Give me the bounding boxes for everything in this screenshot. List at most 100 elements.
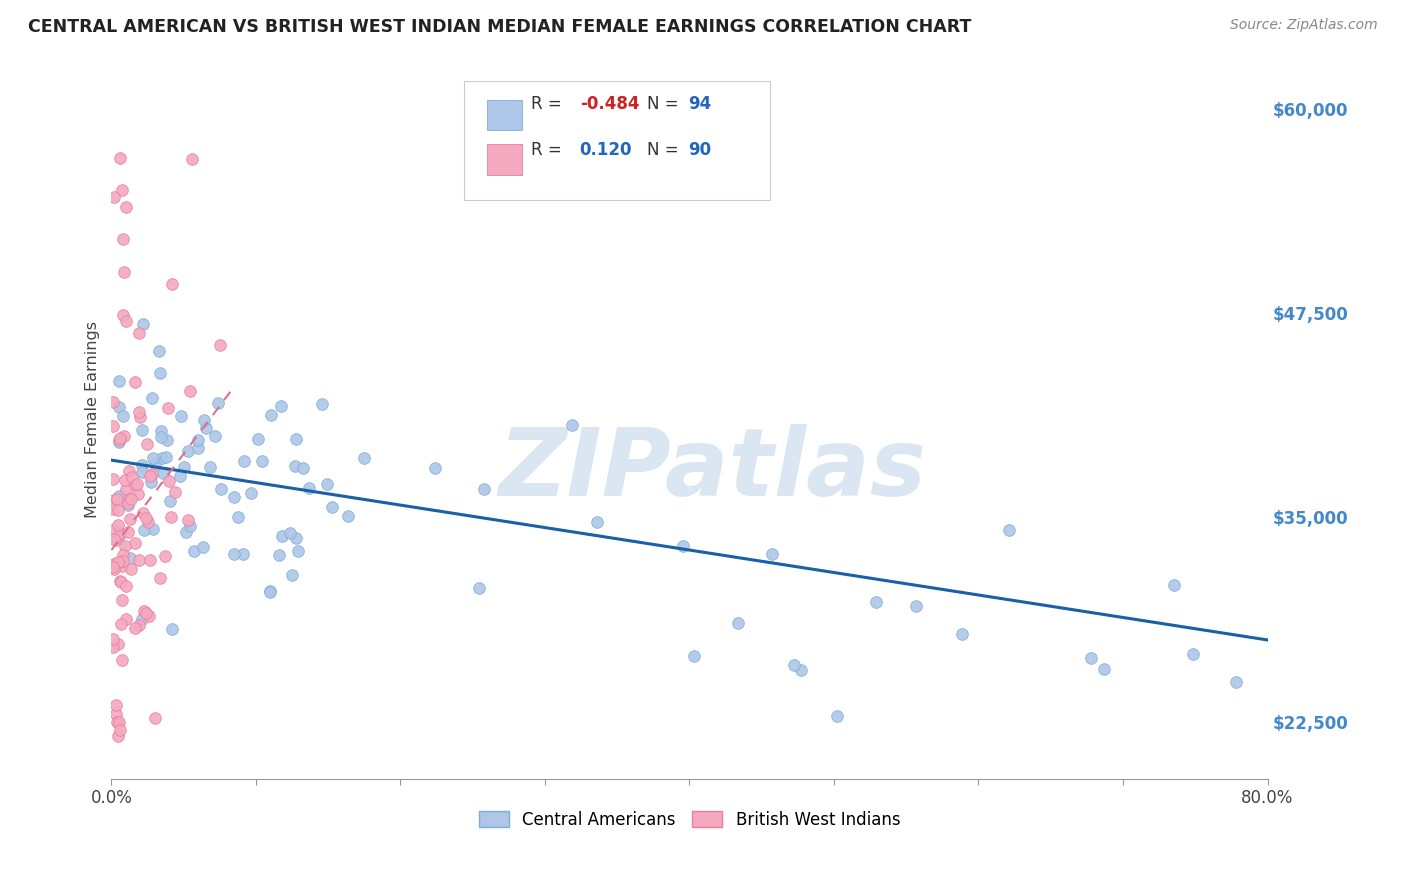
Point (727, 616, 749, 631)
Point (114, 579, 136, 593)
Point (101, 523, 124, 537)
Point (120, 512, 142, 526)
Point (142, 451, 165, 466)
Point (1092, 662, 1115, 676)
Point (112, 549, 135, 563)
Point (207, 396, 229, 410)
Point (683, 648, 706, 663)
Point (107, 518, 129, 533)
Point (104, 698, 127, 713)
Point (128, 618, 150, 632)
Point (997, 523, 1019, 537)
Point (111, 232, 134, 246)
Point (107, 401, 129, 415)
Bar (486, 145, 522, 175)
Point (112, 554, 135, 568)
Point (561, 417, 583, 432)
Point (139, 469, 162, 483)
Point (761, 547, 783, 561)
Point (250, 454, 273, 468)
Point (672, 540, 695, 554)
Point (150, 451, 173, 466)
Point (142, 522, 165, 536)
Point (187, 434, 209, 448)
Point (169, 469, 191, 483)
Point (337, 509, 360, 524)
Point (136, 516, 159, 530)
Point (200, 460, 222, 475)
Point (149, 571, 172, 585)
Text: R =: R = (531, 95, 567, 113)
Point (110, 616, 132, 631)
Point (143, 457, 166, 471)
Point (107, 529, 129, 543)
Point (124, 536, 146, 550)
Text: 90: 90 (689, 141, 711, 160)
Point (111, 593, 134, 607)
Point (191, 541, 214, 555)
Point (108, 525, 131, 540)
Point (260, 408, 283, 422)
Bar (486, 100, 522, 130)
Point (177, 444, 200, 458)
Point (103, 532, 125, 546)
Point (353, 450, 375, 465)
Point (222, 547, 245, 561)
Point (121, 469, 143, 483)
Point (586, 515, 609, 529)
Text: N =: N = (647, 95, 683, 113)
Point (107, 555, 129, 569)
Text: 0.120: 0.120 (579, 141, 633, 160)
Point (783, 658, 806, 673)
Point (281, 568, 304, 582)
Text: N =: N = (647, 141, 683, 160)
Point (155, 450, 177, 465)
Point (179, 384, 201, 399)
Point (101, 640, 124, 654)
Point (131, 465, 153, 479)
Point (110, 575, 132, 590)
Point (101, 632, 124, 647)
Point (259, 583, 281, 598)
Point (132, 317, 155, 331)
Point (149, 366, 172, 380)
Point (187, 441, 209, 455)
Point (1080, 651, 1102, 665)
Point (825, 708, 848, 723)
Text: CENTRAL AMERICAN VS BRITISH WEST INDIAN MEDIAN FEMALE EARNINGS CORRELATION CHART: CENTRAL AMERICAN VS BRITISH WEST INDIAN … (28, 18, 972, 36)
Point (132, 506, 155, 520)
Point (107, 556, 129, 570)
Point (118, 551, 141, 566)
Point (120, 562, 142, 576)
Point (127, 477, 149, 491)
Point (105, 714, 128, 729)
Point (183, 544, 205, 558)
Point (131, 423, 153, 437)
Point (114, 539, 136, 553)
Point (104, 706, 127, 721)
Point (1181, 647, 1204, 661)
Point (129, 410, 152, 425)
Point (284, 458, 307, 473)
Text: -0.484: -0.484 (579, 95, 640, 113)
Point (135, 511, 157, 525)
Point (148, 343, 170, 358)
Point (298, 481, 321, 495)
Point (173, 460, 195, 475)
Point (128, 404, 150, 418)
Point (112, 429, 135, 443)
Point (160, 622, 183, 636)
Point (247, 432, 270, 446)
Point (285, 531, 308, 545)
Text: 94: 94 (689, 95, 711, 113)
Point (110, 574, 132, 588)
Point (157, 401, 180, 415)
Point (118, 464, 141, 478)
Point (107, 434, 129, 449)
Point (165, 484, 187, 499)
Point (111, 558, 134, 573)
Point (117, 524, 139, 539)
Point (101, 560, 124, 574)
Point (180, 153, 202, 167)
Text: R =: R = (531, 141, 567, 160)
